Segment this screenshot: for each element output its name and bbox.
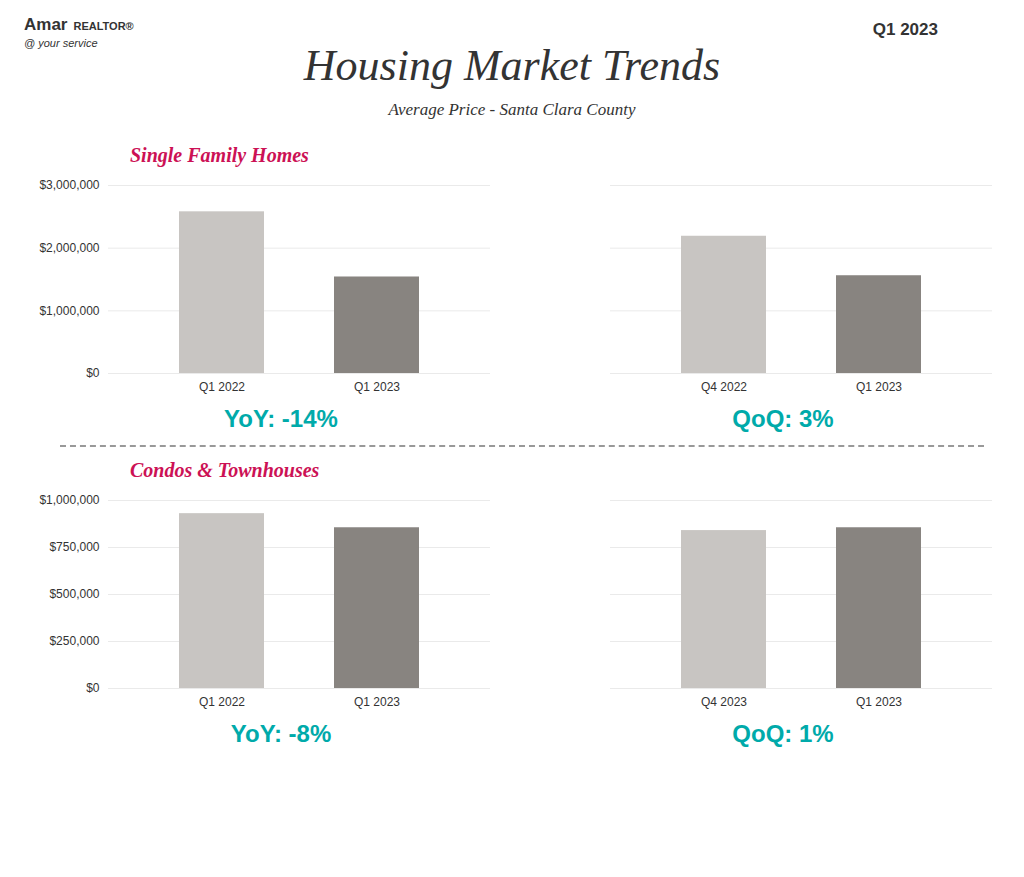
svg-text:Q1 2022: Q1 2022: [199, 695, 245, 709]
svg-text:$0: $0: [86, 366, 100, 380]
html-text:Condos & Townhouses: Condos & Townhouses: [130, 459, 320, 481]
svg-text:Q1 2023: Q1 2023: [354, 695, 400, 709]
html-text:Average Price - Santa Clara Co: Average Price - Santa Clara County: [388, 100, 636, 119]
html-text:QoQ: 3%: QoQ: 3%: [732, 405, 834, 432]
svg-text:$750,000: $750,000: [49, 540, 99, 554]
html-text:Q1 2023: Q1 2023: [872, 20, 938, 39]
html-text:Single Family Homes: Single Family Homes: [130, 144, 309, 166]
svg-text:$2,000,000: $2,000,000: [39, 241, 99, 255]
html-text:QoQ: 1%: QoQ: 1%: [732, 720, 834, 747]
svg-text:$500,000: $500,000: [49, 587, 99, 601]
html-text:@ your service: @ your service: [24, 37, 98, 50]
svg-text:Q1 2023: Q1 2023: [856, 695, 902, 709]
svg-text:$0: $0: [86, 681, 100, 695]
svg-text:Q1 2023: Q1 2023: [856, 380, 902, 394]
svg-text:Q1 2022: Q1 2022: [199, 380, 245, 394]
html-text:YoY: -14%: YoY: -14%: [224, 405, 338, 432]
html-text:Amar REALTOR®: Amar REALTOR®: [24, 15, 134, 34]
svg-text:$1,000,000: $1,000,000: [39, 304, 99, 318]
svg-text:$3,000,000: $3,000,000: [39, 178, 99, 192]
svg-text:$1,000,000: $1,000,000: [39, 493, 99, 507]
html-text:YoY: -8%: YoY: -8%: [230, 720, 332, 747]
svg-text:$250,000: $250,000: [49, 634, 99, 648]
svg-text:Q1 2023: Q1 2023: [354, 380, 400, 394]
svg-text:Q4 2022: Q4 2022: [701, 380, 747, 394]
svg-text:Q4 2023: Q4 2023: [701, 695, 747, 709]
html-text:Housing Market Trends: Housing Market Trends: [303, 41, 721, 90]
